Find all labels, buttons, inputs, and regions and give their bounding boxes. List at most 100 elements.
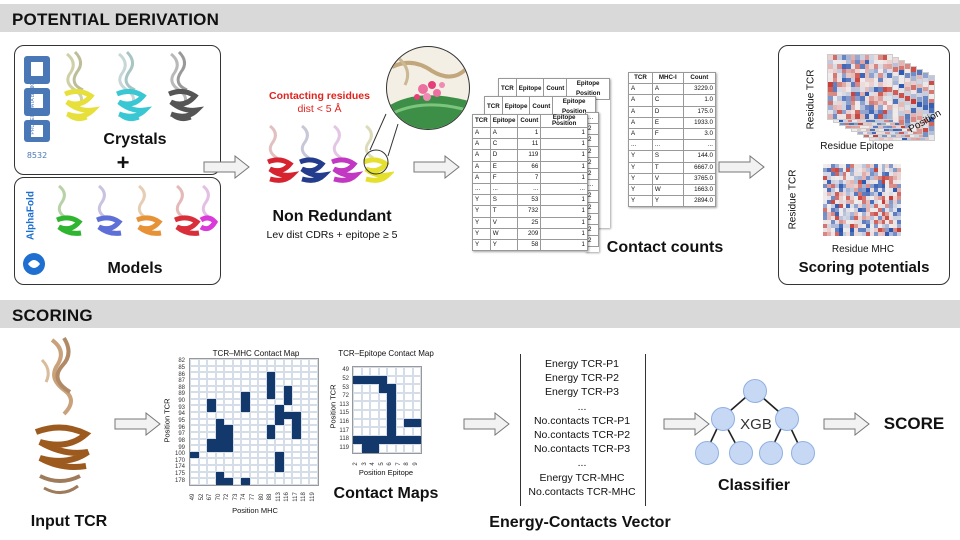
- tick-label: 98: [178, 437, 185, 444]
- contact-cell: [190, 378, 199, 386]
- contact-cell: [283, 372, 293, 379]
- contact-cell: [207, 398, 216, 406]
- contact-cell: [275, 385, 284, 393]
- table-row: Y V 25 1: [472, 216, 588, 229]
- contact-cell: [404, 401, 413, 410]
- tick-label: 99: [178, 444, 185, 451]
- scoring-potentials-box: Residue TCR Residue Epitope Position Res…: [778, 45, 950, 285]
- input-tcr-label: Input TCR: [30, 513, 108, 530]
- contact-cell: [215, 471, 225, 479]
- alphafold-logo-text: AlphaFold: [25, 191, 37, 240]
- contact-cell: [215, 438, 225, 446]
- contact-cell: [387, 375, 396, 385]
- contact-cell: [241, 465, 250, 472]
- tick-label: 174: [174, 464, 185, 471]
- mhc-map-xlabel: Position MHC: [232, 506, 278, 515]
- table-row: Y V 3765.0: [628, 172, 717, 185]
- table-cell: 1: [540, 194, 588, 207]
- contact-cell: [309, 451, 318, 459]
- epitope-map-ylabel: Position TCR: [328, 384, 338, 429]
- contact-cell: [404, 435, 413, 445]
- contact-cell: [249, 445, 259, 452]
- contact-cell: [224, 438, 233, 446]
- table-cell: 1: [540, 205, 588, 218]
- contact-cell: [387, 427, 396, 436]
- table-cell: A: [472, 171, 491, 184]
- heatmap-mhc: [823, 164, 901, 236]
- contact-cell: [207, 471, 216, 479]
- non-redundant-label: Non Redundant: [272, 208, 392, 225]
- table-cell: 58: [517, 238, 542, 252]
- tick-label: 95: [178, 418, 185, 424]
- contact-cell: [309, 378, 318, 386]
- plus-sign: +: [116, 150, 130, 175]
- contact-cell: [266, 445, 276, 452]
- contact-cell: [266, 365, 276, 373]
- zoom-lines: [369, 113, 399, 157]
- pdb-logo: 8532: [21, 52, 53, 166]
- contact-cell: [387, 392, 396, 402]
- contact-cell: [190, 478, 199, 485]
- contact-cell: [353, 392, 362, 402]
- table-cell: ...: [628, 139, 653, 152]
- tick-label: 52: [342, 375, 349, 382]
- table-cell: ...: [651, 139, 684, 152]
- table-cell: F: [489, 171, 519, 184]
- contact-cell: [266, 458, 276, 466]
- contact-cell: [309, 465, 318, 472]
- contact-cell: [361, 418, 370, 428]
- arrow-derivation-2: [413, 155, 460, 179]
- contact-cell: [283, 378, 293, 386]
- contact-cell: [224, 365, 233, 373]
- derivation-title: POTENTIAL DERIVATION: [12, 10, 220, 29]
- contact-cell: [412, 427, 421, 436]
- contact-cell: [404, 375, 413, 385]
- contacting-residues-title: Contacting residues: [269, 90, 370, 102]
- contact-cell: [232, 451, 242, 459]
- tick-label: 9: [412, 462, 419, 466]
- contact-cell: [207, 359, 216, 366]
- contact-cell: [395, 375, 404, 385]
- table-cell: 2: [585, 223, 599, 237]
- derivation-banner: POTENTIAL DERIVATION: [0, 4, 960, 32]
- epitope-map-title: TCR–Epitope Contact Map: [338, 349, 434, 358]
- table-header: MHC-I: [651, 71, 684, 85]
- contact-cell: [198, 471, 208, 479]
- contact-cell: [232, 365, 242, 373]
- contact-cell: [232, 425, 242, 432]
- table-cell: 1: [540, 126, 588, 140]
- tick-label: 175: [174, 471, 185, 478]
- models-box: AlphaFold Models: [14, 177, 221, 285]
- pdb-logo-sub: PROTEIN DATA BANK: [30, 83, 36, 135]
- mhc-map-x-ticks: 49 52 67 70 72 73 74 77 80 88 113 116 117 118 119: [189, 488, 317, 502]
- table-cell: 119: [517, 149, 542, 162]
- contact-cell: [241, 359, 250, 366]
- contact-cell: [258, 405, 267, 413]
- table-row: A E 66 1: [472, 160, 588, 173]
- contact-cell: [370, 401, 379, 410]
- table-cell: 11: [517, 138, 542, 151]
- contact-cell: [249, 412, 259, 419]
- heatmap-stack: [819, 54, 935, 141]
- contact-cell: [207, 392, 216, 399]
- tick-label: 113: [275, 492, 282, 502]
- contact-cell: [309, 471, 318, 479]
- table-cell: 3229.0: [682, 83, 717, 96]
- contact-cell: [258, 365, 267, 373]
- tick-label: 72: [224, 493, 231, 501]
- contact-cell: [292, 445, 301, 452]
- table-cell: A: [628, 94, 653, 107]
- contact-cell: [378, 410, 387, 419]
- contact-cell: [275, 438, 284, 446]
- tick-label: 80: [258, 493, 265, 501]
- tick-label: 116: [339, 418, 349, 425]
- models-label: Models: [107, 260, 163, 277]
- contact-cell: [258, 398, 267, 406]
- contact-cell: [378, 435, 387, 445]
- contact-cell: [404, 427, 413, 436]
- contact-cell: [412, 392, 421, 402]
- table-row: ............: [472, 182, 588, 196]
- scoring-potentials-label: Scoring potentials: [798, 259, 930, 276]
- tick-label: 170: [174, 457, 185, 464]
- contact-cell: [361, 444, 370, 453]
